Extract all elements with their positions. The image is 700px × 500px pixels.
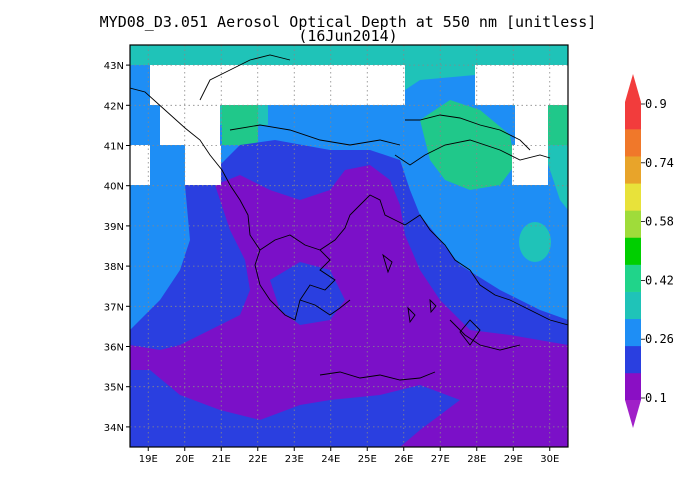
- lon-tick-label: 29E: [504, 454, 523, 465]
- aod-field-blue-pocket: [270, 262, 345, 325]
- lon-tick-label: 24E: [321, 454, 340, 465]
- colorbar-segment: [625, 237, 641, 265]
- nodata-nw-2: [185, 145, 221, 185]
- colorbar-under-arrow: [625, 400, 641, 428]
- colorbar-segment: [625, 129, 641, 157]
- nodata-nw: [160, 105, 220, 145]
- lon-tick-label: 26E: [394, 454, 413, 465]
- colorbar-segment: [625, 183, 641, 211]
- nodata-ne: [475, 65, 568, 105]
- lon-tick-label: 21E: [212, 454, 231, 465]
- colorbar-label: 0.26: [645, 332, 674, 346]
- lat-tick-label: 38N: [104, 262, 124, 273]
- aod-field-green-ne: [420, 100, 515, 190]
- colorbar-segment: [625, 156, 641, 184]
- colorbar-segment: [625, 264, 641, 292]
- colorbar-label: 0.42: [645, 273, 674, 287]
- colorbar-label: 0.58: [645, 215, 674, 229]
- aod-field-purple: [130, 165, 568, 447]
- nodata-east-2: [512, 145, 548, 185]
- colorbar-over-arrow: [625, 74, 641, 102]
- lon-tick-label: 27E: [431, 454, 450, 465]
- lon-tick-label: 25E: [358, 454, 377, 465]
- lat-tick-label: 39N: [104, 222, 124, 233]
- map-plot-area: [130, 45, 568, 447]
- aod-field-green-nw: [222, 105, 258, 145]
- lat-tick-label: 43N: [104, 61, 124, 72]
- lat-tick-label: 35N: [104, 383, 124, 394]
- colorbar-segment: [625, 372, 641, 401]
- nodata-west: [130, 145, 150, 185]
- lon-tick-label: 19E: [139, 454, 158, 465]
- nodata-north: [150, 65, 405, 105]
- colorbar-label: 0.74: [645, 156, 674, 170]
- lat-tick-label: 37N: [104, 302, 124, 313]
- coastlines: [130, 54, 568, 381]
- lon-axis: 19E 20E 21E 22E 23E 24E 25E 26E 27E 28E 29E 30E: [139, 447, 559, 465]
- lon-tick-label: 28E: [467, 454, 486, 465]
- lon-tick-label: 23E: [285, 454, 304, 465]
- map-date: (16Jun2014): [298, 27, 397, 45]
- lat-tick-label: 42N: [104, 101, 124, 112]
- map-gridlines: [130, 45, 568, 447]
- colorbar-label: 0.9: [645, 97, 667, 111]
- colorbar-label: 0.1: [645, 391, 667, 405]
- colorbar-segment: [625, 102, 641, 130]
- lon-tick-label: 30E: [540, 454, 559, 465]
- map-title: MYD08_D3.051 Aerosol Optical Depth at 55…: [100, 13, 597, 31]
- aod-field-green-east: [548, 105, 568, 145]
- nodata-east: [515, 105, 548, 145]
- colorbar-segment: [625, 318, 641, 347]
- colorbar-segment: [625, 291, 641, 320]
- aod-field-cyan-east: [519, 222, 551, 262]
- lat-tick-label: 40N: [104, 182, 124, 193]
- lat-tick-label: 36N: [104, 343, 124, 354]
- colorbar-segment: [625, 345, 641, 374]
- lat-axis: 43N 42N 41N 40N 39N 38N 37N 36N 35N 34N: [104, 61, 130, 434]
- colorbar: 0.9 0.74 0.58 0.42 0.26 0.1: [625, 74, 674, 428]
- colorbar-segment: [625, 210, 641, 238]
- map-frame: [129, 44, 569, 448]
- lon-tick-label: 22E: [248, 454, 267, 465]
- lat-tick-label: 34N: [104, 423, 124, 434]
- lon-tick-label: 20E: [175, 454, 194, 465]
- lat-tick-label: 41N: [104, 142, 124, 153]
